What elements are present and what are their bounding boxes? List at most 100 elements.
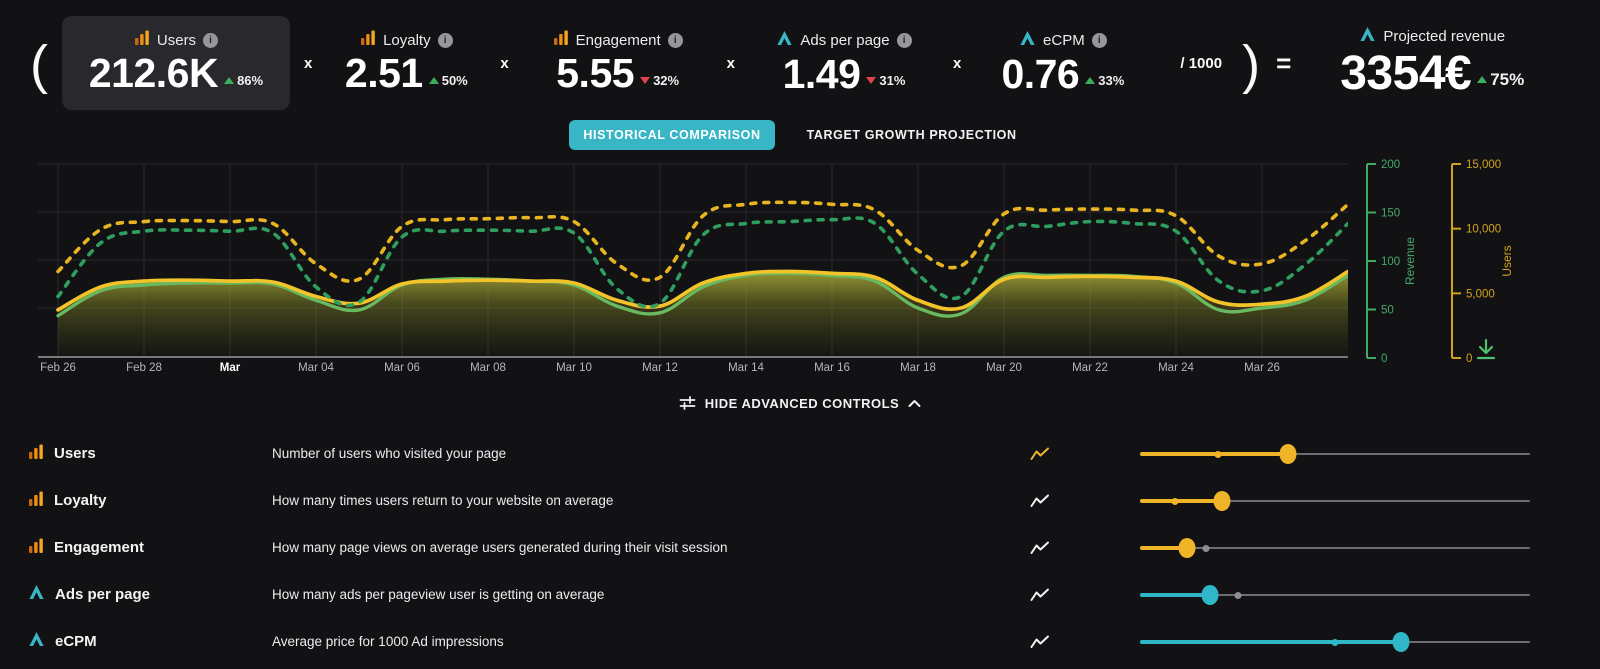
metric-label: eCPM (1043, 31, 1085, 49)
multiply-operator: x (726, 54, 736, 72)
trend-down-icon (640, 76, 651, 84)
svg-text:15,000: 15,000 (1466, 159, 1501, 171)
metric-value: 3354€ (1340, 47, 1472, 101)
users-slider[interactable] (1140, 443, 1530, 465)
slider-thumb[interactable] (1213, 490, 1231, 511)
chart-plot[interactable] (38, 158, 1348, 360)
slider-track[interactable] (1140, 499, 1530, 502)
formula-close-paren: ) (1242, 35, 1261, 95)
trend-up-icon (1477, 76, 1488, 84)
sparkline-icon[interactable] (1030, 634, 1140, 650)
trend-badge: 86% (224, 73, 263, 88)
bar-chart-icon (134, 30, 150, 50)
control-name: Users (54, 445, 96, 462)
x-tick-label: Mar 10 (556, 362, 592, 374)
metric-value: 5.55 (556, 50, 635, 97)
slider-milestone-dot (1202, 544, 1210, 552)
control-description: Number of users who visited your page (272, 446, 507, 461)
info-icon[interactable]: i (667, 32, 683, 48)
chevron-up-icon (908, 399, 921, 407)
bar-chart-icon (28, 444, 44, 464)
svg-text:Users: Users (1500, 245, 1514, 276)
x-tick-label: Mar 12 (642, 362, 678, 374)
x-tick-label: Mar 18 (900, 362, 936, 374)
metric-card-loyalty[interactable]: Loyalty i 2.51 50% (326, 16, 486, 110)
slider-milestone-dot (1171, 497, 1179, 505)
slider-thumb[interactable] (1392, 631, 1410, 652)
trend-badge: 31% (866, 73, 905, 88)
trend-down-icon (866, 77, 877, 85)
slider-milestone-dot (1214, 450, 1222, 458)
info-icon[interactable]: i (896, 32, 912, 48)
ad-caret-icon (28, 584, 45, 605)
right-axes: 0 50 100 150 200 Revenue 0 5,000 10,000 15,000 Use… (1366, 159, 1514, 365)
slider-thumb[interactable] (1201, 584, 1219, 605)
divisor-label: / 1000 (1180, 54, 1223, 72)
control-description: How many page views on average users gen… (272, 540, 728, 555)
control-row-ecpm: eCPM Average price for 1000 Ad impressio… (0, 618, 1600, 665)
ecpm-slider[interactable] (1140, 631, 1530, 653)
slider-thumb[interactable] (1178, 537, 1196, 558)
trend-badge: 32% (640, 73, 679, 88)
metric-label: Ads per page (800, 31, 890, 49)
metric-card-ecpm[interactable]: eCPM i 0.76 33% (975, 16, 1150, 110)
sparkline-icon[interactable] (1030, 493, 1140, 509)
svg-text:150: 150 (1381, 208, 1400, 220)
engagement-slider[interactable] (1140, 537, 1530, 559)
loyalty-slider[interactable] (1140, 490, 1530, 512)
metric-label: Loyalty (383, 31, 431, 49)
info-icon[interactable]: i (203, 32, 219, 48)
trend-up-icon (1085, 77, 1096, 85)
slider-track[interactable] (1140, 546, 1530, 549)
download-icon[interactable] (1476, 338, 1496, 360)
bar-chart-icon (553, 30, 569, 50)
sparkline-icon[interactable] (1030, 587, 1140, 603)
svg-text:5,000: 5,000 (1466, 288, 1495, 300)
metric-value: 2.51 (344, 50, 423, 97)
x-tick-label: Mar 04 (298, 362, 334, 374)
tab-target-growth-projection[interactable]: TARGET GROWTH PROJECTION (793, 120, 1031, 150)
metric-label: Projected revenue (1383, 28, 1506, 46)
historical-comparison-chart: Feb 26 Feb 28 Mar Mar 04 Mar 06 Mar 08 Mar 10 M… (0, 156, 1600, 388)
x-tick-label: Feb 28 (126, 362, 162, 374)
x-tick-label: Mar 26 (1244, 362, 1280, 374)
multiply-operator: x (303, 54, 313, 72)
x-tick-label: Mar 16 (814, 362, 850, 374)
metrics-formula-row: ( Users i 212.6K 86% x Loyalty i 2.51 50… (0, 0, 1600, 112)
metric-value: 212.6K (88, 50, 219, 97)
x-tick-label: Mar 14 (728, 362, 764, 374)
svg-text:50: 50 (1381, 305, 1394, 317)
tab-historical-comparison[interactable]: HISTORICAL COMPARISON (569, 120, 775, 150)
bar-chart-icon (28, 491, 44, 511)
sparkline-icon[interactable] (1030, 540, 1140, 556)
formula-open-paren: ( (30, 35, 48, 95)
x-tick-label: Mar 20 (986, 362, 1022, 374)
metric-card-engagement[interactable]: Engagement i 5.55 32% (523, 16, 713, 110)
users-current-line (56, 269, 1348, 312)
trend-badge: 33% (1085, 73, 1124, 88)
control-description: How many times users return to your webs… (272, 493, 614, 508)
control-name: Engagement (54, 539, 145, 556)
ads-per-page-slider[interactable] (1140, 584, 1530, 606)
hide-advanced-controls-button[interactable]: HIDE ADVANCED CONTROLS (0, 390, 1600, 416)
slider-thumb[interactable] (1279, 443, 1297, 464)
x-tick-label: Mar (219, 362, 241, 374)
metric-card-ads-per-page[interactable]: Ads per page i 1.49 31% (749, 16, 939, 110)
slider-track[interactable] (1140, 593, 1530, 596)
ad-caret-icon (1359, 26, 1376, 47)
bar-chart-icon (360, 30, 376, 50)
metric-value: 1.49 (782, 50, 861, 97)
sparkline-icon[interactable] (1030, 446, 1140, 462)
svg-text:0: 0 (1381, 353, 1387, 365)
slider-track[interactable] (1140, 452, 1530, 455)
ad-caret-icon (1019, 30, 1036, 51)
control-description: Average price for 1000 Ad impressions (272, 634, 504, 649)
info-icon[interactable]: i (437, 32, 453, 48)
metric-label: Users (156, 31, 197, 49)
multiply-operator: x (500, 54, 509, 72)
info-icon[interactable]: i (1091, 32, 1107, 48)
metric-card-projected-revenue: Projected revenue 3354€ 75% (1307, 16, 1557, 110)
metric-card-users[interactable]: Users i 212.6K 86% (61, 16, 290, 110)
ad-caret-icon (28, 631, 45, 652)
